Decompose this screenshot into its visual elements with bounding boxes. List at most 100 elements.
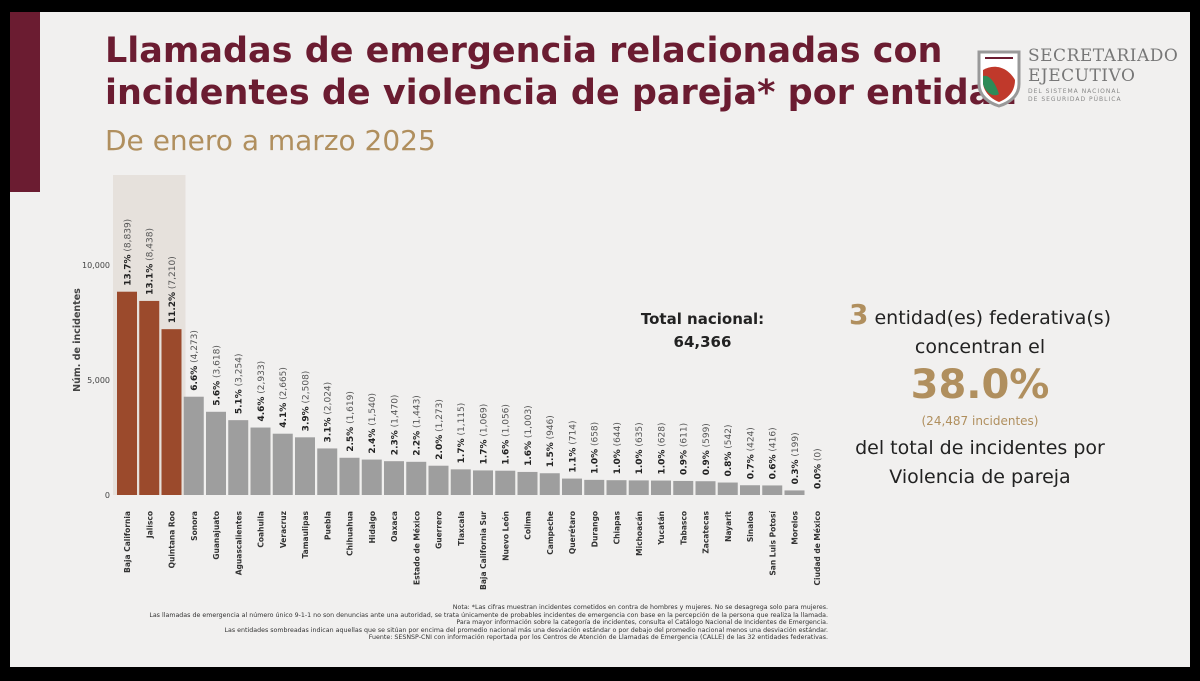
count-label: (2,508) bbox=[302, 371, 312, 407]
bar-tamaulipas bbox=[295, 437, 315, 495]
percent-label: 0.7% bbox=[747, 454, 757, 479]
percent-label: 11.2% bbox=[168, 292, 178, 323]
bar-sinaloa bbox=[740, 485, 760, 495]
accent-bar bbox=[10, 12, 40, 192]
count-label: (3,618) bbox=[213, 345, 223, 381]
title-line-2: incidentes de violencia de pareja* por e… bbox=[105, 73, 1018, 113]
page-subtitle: De enero a marzo 2025 bbox=[105, 124, 436, 157]
count-label: (611) bbox=[680, 423, 690, 450]
bar-coahuila bbox=[250, 427, 271, 495]
data-label: 6.6% (4,273) bbox=[190, 330, 200, 391]
x-tick-label: Ciudad de México bbox=[813, 511, 822, 585]
data-label: 2.0% (1,273) bbox=[435, 399, 445, 460]
x-tick-label: Nayarit bbox=[724, 511, 733, 542]
y-axis-label: Núm. de incidentes bbox=[72, 288, 83, 392]
bar-puebla bbox=[317, 448, 338, 495]
data-label: 1.7% (1,069) bbox=[480, 404, 490, 465]
count-label: (2,933) bbox=[257, 361, 267, 397]
data-label: 2.4% (1,540) bbox=[368, 393, 378, 454]
count-label: (199) bbox=[791, 432, 801, 459]
bar-veracruz bbox=[272, 433, 293, 495]
x-tick-label: Puebla bbox=[323, 511, 332, 540]
data-label: 4.6% (2,933) bbox=[257, 361, 267, 422]
percent-label: 1.6% bbox=[524, 441, 534, 466]
bar-san-luis-potosí bbox=[762, 485, 783, 495]
summary-line-4: Violencia de pareja bbox=[889, 466, 1071, 488]
percent-label: 0.3% bbox=[791, 459, 801, 484]
y-tick-label: 5,000 bbox=[87, 376, 110, 385]
data-label: 4.1% (2,665) bbox=[279, 367, 289, 428]
summary-line-1: entidad(es) federativa(s) bbox=[868, 307, 1112, 329]
x-tick-label: Chiapas bbox=[613, 510, 622, 544]
count-label: (946) bbox=[546, 415, 556, 442]
data-label: 1.0% (635) bbox=[635, 422, 645, 474]
bar-campeche bbox=[539, 473, 560, 495]
percent-label: 4.1% bbox=[279, 403, 289, 428]
bar-chiapas bbox=[606, 480, 627, 495]
y-tick-label: 10,000 bbox=[82, 261, 110, 270]
note-line: Para mayor información sobre la categorí… bbox=[456, 619, 828, 627]
percent-label: 5.1% bbox=[235, 389, 245, 414]
percent-label: 1.7% bbox=[457, 438, 467, 463]
x-tick-label: Coahuila bbox=[257, 511, 266, 548]
data-label: 2.3% (1,470) bbox=[391, 395, 401, 456]
data-label: 1.1% (714) bbox=[569, 421, 579, 473]
data-label: 11.2% (7,210) bbox=[168, 256, 178, 323]
percent-label: 1.0% bbox=[613, 449, 623, 474]
note-line: Nota: *Las cifras muestran incidentes co… bbox=[452, 604, 828, 611]
data-label: 13.7% (8,839) bbox=[124, 219, 134, 286]
percent-label: 6.6% bbox=[190, 366, 200, 391]
percent-label: 3.1% bbox=[324, 417, 334, 442]
summary-percent: 38.0% bbox=[910, 362, 1050, 408]
x-tick-label: Colima bbox=[524, 511, 533, 540]
note-line: Las llamadas de emergencia al número úni… bbox=[149, 611, 828, 619]
x-tick-label: Tabasco bbox=[679, 511, 688, 545]
x-tick-label: Tamaulipas bbox=[301, 510, 310, 558]
percent-label: 1.1% bbox=[569, 448, 579, 473]
bar-tlaxcala bbox=[450, 469, 471, 495]
bar-jalisco bbox=[139, 300, 160, 495]
x-tick-label: Sinaloa bbox=[746, 511, 755, 542]
data-label: 0.9% (611) bbox=[680, 423, 690, 475]
count-label: (2,665) bbox=[279, 367, 289, 403]
data-label: 5.6% (3,618) bbox=[213, 345, 223, 406]
shield-logo-icon bbox=[977, 50, 1021, 108]
bar-yucatán bbox=[651, 480, 671, 495]
data-label: 1.0% (628) bbox=[658, 423, 668, 475]
bar-aguascalientes bbox=[228, 420, 249, 495]
percent-label: 1.0% bbox=[635, 449, 645, 474]
percent-label: 2.2% bbox=[413, 431, 423, 456]
bar-morelos bbox=[784, 490, 805, 495]
count-label: (1,069) bbox=[480, 404, 490, 440]
x-tick-label: Morelos bbox=[791, 510, 800, 544]
count-label: (7,210) bbox=[168, 256, 178, 292]
percent-label: 0.8% bbox=[724, 452, 734, 477]
percent-label: 2.3% bbox=[391, 430, 401, 455]
count-label: (1,470) bbox=[391, 395, 401, 431]
data-label: 0.8% (542) bbox=[724, 425, 734, 477]
data-label: 1.6% (1,056) bbox=[502, 404, 512, 465]
count-label: (1,443) bbox=[413, 395, 423, 431]
x-tick-label: Michoacán bbox=[635, 511, 644, 556]
data-label: 0.6% (416) bbox=[769, 427, 779, 479]
summary-line-2: concentran el bbox=[914, 336, 1046, 358]
x-tick-label: Guanajuato bbox=[212, 511, 221, 560]
x-tick-label: Durango bbox=[590, 511, 599, 547]
percent-label: 3.9% bbox=[302, 406, 312, 431]
x-tick-label: Yucatán bbox=[657, 511, 666, 546]
percent-label: 2.4% bbox=[368, 429, 378, 454]
count-label: (2,024) bbox=[324, 382, 334, 418]
x-tick-label: Nuevo León bbox=[501, 511, 510, 561]
title-line-1: Llamadas de emergencia relacionadas con bbox=[105, 31, 943, 71]
x-tick-label: Quintana Roo bbox=[168, 511, 177, 568]
x-tick-label: Aguascalientes bbox=[234, 510, 243, 575]
bar-zacatecas bbox=[695, 481, 716, 495]
data-label: 1.6% (1,003) bbox=[524, 405, 534, 466]
logo-text-2: EJECUTIVO bbox=[1028, 66, 1136, 86]
bar-tabasco bbox=[673, 480, 694, 495]
x-tick-label: Zacatecas bbox=[702, 510, 711, 553]
count-label: (1,056) bbox=[502, 404, 512, 440]
bar-guerrero bbox=[428, 465, 449, 495]
x-tick-label: Veracruz bbox=[279, 511, 288, 548]
